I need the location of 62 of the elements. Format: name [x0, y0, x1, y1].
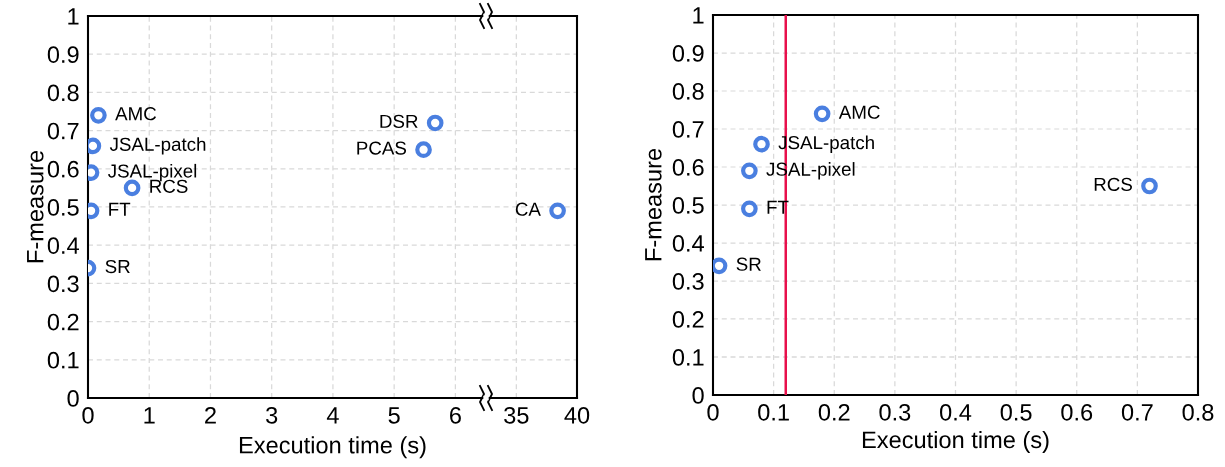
point — [741, 200, 758, 218]
x-tick-label: 0.4 — [940, 403, 972, 421]
annotation: SR — [736, 257, 761, 271]
y-tick-label: 1 — [68, 8, 79, 25]
y-tick-label: 0.8 — [672, 83, 704, 100]
y-tick-label: 0.6 — [47, 160, 79, 178]
point — [741, 162, 758, 180]
point — [1141, 177, 1158, 195]
x-tick-label: 0.5 — [1000, 403, 1032, 421]
annotation: PCAS — [357, 141, 407, 155]
y-tick-label: 0.7 — [672, 121, 704, 138]
x-tick-label: 0.1 — [758, 403, 789, 421]
x-tick-label: 4 — [326, 407, 339, 424]
y-tick-label: 0.5 — [672, 197, 704, 214]
y-tick-label: 0.5 — [47, 199, 79, 216]
x-tick-label: 0.6 — [1061, 403, 1093, 421]
y-tick-label: 0.3 — [672, 273, 704, 290]
x-tick-label: 2 — [205, 406, 216, 424]
point — [753, 135, 770, 153]
y-tick-label: 0.9 — [47, 46, 79, 63]
y-tick-label: 0.4 — [672, 235, 704, 252]
y-tick-label: 0.2 — [47, 313, 79, 331]
y-tick-label: 0.9 — [672, 45, 704, 62]
annotation: DSR — [380, 114, 418, 128]
x-tick-label: 0 — [707, 403, 719, 421]
point — [813, 105, 831, 123]
y-tick-label: 1 — [693, 7, 704, 24]
x-tick-label: 0.7 — [1121, 403, 1153, 421]
x-tick-label: 5 — [388, 407, 400, 424]
x-axis-title: Execution time (s) — [239, 436, 426, 459]
point — [88, 137, 102, 155]
y-axis-title: F-measure — [27, 150, 44, 263]
x-tick-label: 0.2 — [818, 403, 850, 421]
y-tick-label: 0.4 — [47, 237, 79, 254]
annotation: RCS — [1094, 177, 1132, 192]
x-tick-label: 6 — [450, 406, 461, 424]
annotation: AMC — [115, 107, 157, 121]
annotation: FT — [109, 202, 131, 216]
y-tick-label: 0 — [692, 387, 704, 404]
point — [713, 257, 728, 275]
y-tick-label: 0.7 — [47, 122, 79, 140]
y-tick-label: 0.1 — [672, 349, 704, 366]
x-tick-label: 40 — [564, 406, 590, 424]
y-tick-label: 0 — [67, 390, 79, 407]
annotation: CA — [515, 202, 541, 216]
y-axis-title: F-measure — [645, 148, 662, 261]
y-tick-label: 0.3 — [47, 275, 79, 293]
y-tick-label: 0.2 — [672, 311, 704, 328]
annotation: AMC — [838, 105, 880, 119]
point — [415, 141, 432, 159]
annotation: JSAL-patch — [109, 137, 206, 155]
x-axis-title: Execution time (s) — [862, 430, 1049, 453]
y-tick-label: 0.6 — [672, 159, 704, 176]
y-tick-label: 0.8 — [47, 84, 79, 102]
x-tick-label: 1 — [144, 407, 155, 424]
y-tick-label: 0.1 — [47, 351, 79, 369]
x-tick-label: 3 — [266, 406, 278, 424]
x-tick-label: 0 — [82, 406, 94, 424]
x-tick-label: 0.8 — [1182, 403, 1214, 421]
x-tick-label: 0.3 — [879, 403, 911, 421]
x-tick-label: 35 — [504, 406, 529, 424]
annotation: SR — [105, 259, 130, 274]
